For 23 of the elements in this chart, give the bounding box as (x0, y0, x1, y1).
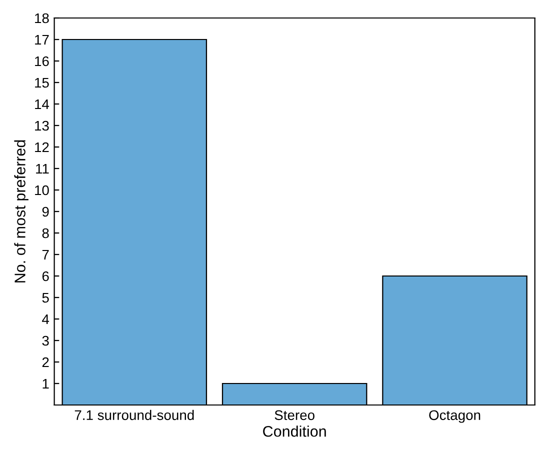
y-tick-label: 6 (42, 271, 49, 282)
y-tick-label: 14 (35, 99, 50, 110)
y-tick-label: 12 (35, 142, 49, 152)
y-tick-label: 15 (35, 78, 49, 88)
y-tick-label: 4 (42, 314, 50, 324)
y-tick-label: 3 (42, 336, 49, 346)
y-tick-label: 7 (42, 250, 49, 260)
y-tick-label: 5 (42, 292, 49, 303)
y-tick-label: 18 (35, 13, 49, 24)
y-tick-label: 17 (35, 34, 49, 45)
x-tick-label: Octagon (429, 410, 480, 423)
y-tick-label: 2 (42, 357, 49, 368)
x-tick-label: 7.1 surround-sound (74, 410, 194, 420)
y-axis-title: No. of most preferred (14, 140, 28, 282)
x-axis-title: Condition (263, 426, 326, 437)
y-tick-label: 11 (36, 164, 49, 174)
y-tick-label: 10 (35, 185, 49, 196)
y-tick-label: 1 (42, 378, 49, 389)
y-tick-label: 9 (42, 206, 49, 217)
y-tick-label: 16 (35, 56, 49, 66)
y-tick-label: 13 (35, 120, 49, 131)
y-tick-label: 8 (42, 228, 49, 238)
x-tick-label: Stereo (274, 410, 314, 420)
